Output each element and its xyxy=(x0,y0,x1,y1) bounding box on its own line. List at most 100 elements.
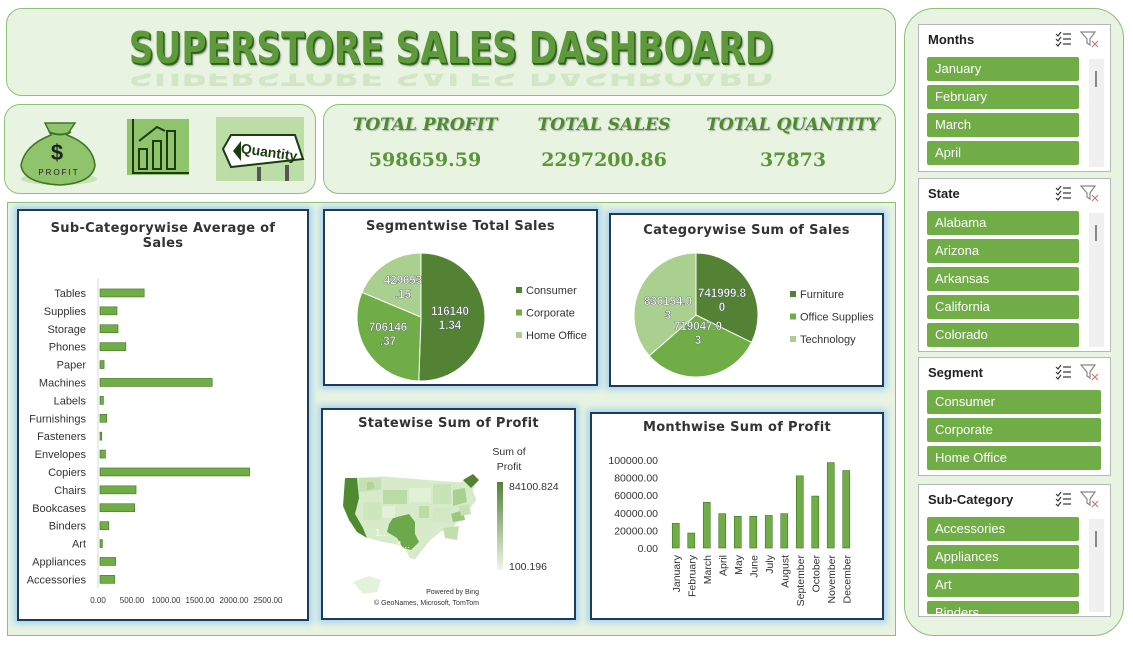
map-credit-bing: Powered by Bing xyxy=(426,589,479,596)
slicer-title: State xyxy=(928,186,960,201)
slicer-item-consumer[interactable]: Consumer xyxy=(927,390,1101,414)
slice-office-supplies xyxy=(648,314,753,378)
category-svg: 741999.80719047.03836154.03FurnitureOffi… xyxy=(633,252,874,378)
multi-select-icon[interactable] xyxy=(1054,491,1072,507)
y-tick-label: 40000.00 xyxy=(614,508,658,520)
dashboard-title: SUPERSTORE SALES DASHBOARD xyxy=(128,23,774,74)
x-tick-label: 2000.00 xyxy=(220,596,249,605)
svg-text:$: $ xyxy=(51,140,63,165)
slicer-item-colorado[interactable]: Colorado xyxy=(927,323,1079,347)
category-label: Furnishings xyxy=(29,413,86,425)
category-pie-chart[interactable]: Categorywise Sum of Sales 741999.8 0 71904… xyxy=(609,213,884,387)
slicer-sub-category[interactable]: Sub-Category Accessories Appliances Art Bind… xyxy=(918,484,1111,617)
bar-appliances xyxy=(99,557,116,566)
scrollbar-thumb[interactable] xyxy=(1095,225,1097,241)
legend-swatch xyxy=(790,313,796,320)
kpi-value: 2297200.86 xyxy=(541,149,667,171)
category-label: Labels xyxy=(54,395,87,407)
month-bar-chart[interactable]: Monthwise Sum of Profit 0.00 20000.00 4000… xyxy=(590,412,884,620)
slicer-months[interactable]: Months January February March April xyxy=(918,24,1111,172)
clear-filter-icon[interactable] xyxy=(1080,184,1100,202)
legend-swatch xyxy=(790,291,796,297)
slicer-item-appliances[interactable]: Appliances xyxy=(927,545,1079,569)
data-label: 3 xyxy=(695,335,701,347)
y-tick-label: 0.00 xyxy=(638,543,659,555)
slicer-item-california[interactable]: California xyxy=(927,295,1079,319)
slicer-item-february[interactable]: February xyxy=(927,85,1079,109)
slicer-scrollbar[interactable] xyxy=(1089,59,1104,167)
category-label: Copiers xyxy=(48,467,86,479)
multi-select-icon[interactable] xyxy=(1054,31,1072,47)
slicer-segment[interactable]: Segment Consumer Corporate Home Office xyxy=(918,357,1111,476)
bar-chart-icon xyxy=(127,119,189,175)
check-mark xyxy=(1055,374,1062,380)
quantity-sign-icon: Quantity xyxy=(216,117,305,181)
slice-furniture xyxy=(695,252,759,344)
chart-title: Categorywise Sum of Sales xyxy=(643,223,850,238)
x-tick-label: 500.00 xyxy=(120,596,145,605)
bar-fasteners xyxy=(99,431,103,441)
slicer-scrollbar[interactable] xyxy=(1089,213,1104,347)
scrollbar-thumb[interactable] xyxy=(1095,71,1097,87)
x-tick-label: 1000.00 xyxy=(152,596,181,605)
slicer-item-arkansas[interactable]: Arkansas xyxy=(927,267,1079,291)
slicer-title: Months xyxy=(928,32,975,47)
slicer-item-accessories[interactable]: Accessories xyxy=(927,517,1079,541)
slicer-item-binders[interactable]: Binders xyxy=(927,601,1079,614)
slicer-state[interactable]: State Alabama Arizona Arkansas California Col… xyxy=(918,178,1111,352)
bar-june xyxy=(749,516,758,549)
bar-july xyxy=(764,515,773,549)
month-label: January xyxy=(671,554,683,592)
category-label: Accessories xyxy=(27,574,87,586)
slicer-item-art[interactable]: Art xyxy=(927,573,1079,597)
multi-select-icon[interactable] xyxy=(1054,364,1072,380)
slice-home-office xyxy=(361,252,422,318)
clear-filter-icon[interactable] xyxy=(1080,363,1100,381)
chart-title: Statewise Sum of Profit xyxy=(358,416,539,431)
chart-title: Segmentwise Total Sales xyxy=(366,219,555,234)
legend-label: Office Supplies xyxy=(800,312,874,324)
chart-title: Monthwise Sum of Profit xyxy=(642,420,832,435)
clear-filter-icon[interactable] xyxy=(1080,490,1100,508)
check-mark xyxy=(1055,491,1062,497)
slicer-panel: Months January February March April State Ala… xyxy=(904,8,1124,636)
data-label: 1.34 xyxy=(439,320,462,332)
clear-filter-icon[interactable] xyxy=(1080,30,1100,48)
slicer-item-april[interactable]: April xyxy=(927,141,1079,165)
state-map-chart[interactable]: Statewise Sum of Profit xyxy=(321,408,576,620)
icons-panel: $ PROFIT Quantity xyxy=(4,104,316,194)
legend-label: Technology xyxy=(800,334,856,346)
category-label: Tables xyxy=(54,288,86,300)
slice-consumer xyxy=(418,252,486,382)
chart-title: Sub-Categorywise Average of Sales xyxy=(50,221,276,251)
check-mark xyxy=(1055,496,1062,502)
check-mark xyxy=(1055,36,1062,42)
check-mark xyxy=(1055,31,1062,37)
multi-select-icon[interactable] xyxy=(1054,185,1072,201)
new-york-region xyxy=(463,474,479,488)
bar-copiers xyxy=(99,467,250,477)
check-mark xyxy=(1055,501,1062,507)
check-mark xyxy=(1055,369,1062,375)
slicer-item-home-office[interactable]: Home Office xyxy=(927,446,1101,470)
bar-april xyxy=(718,513,727,549)
bar-january xyxy=(671,523,680,549)
slicer-item-arizona[interactable]: Arizona xyxy=(927,239,1079,263)
category-label: Appliances xyxy=(32,556,86,568)
subcategory-chart[interactable]: Sub-Categorywise Average of Sales Tables… xyxy=(17,209,309,621)
slicer-scrollbar[interactable] xyxy=(1089,519,1104,612)
slicer-header: Segment xyxy=(919,358,1110,386)
slicer-item-alabama[interactable]: Alabama xyxy=(927,211,1079,235)
bar-furnishings xyxy=(99,413,108,423)
slicer-item-january[interactable]: January xyxy=(927,57,1079,81)
scrollbar-thumb[interactable] xyxy=(1095,531,1097,547)
icons-svg: $ PROFIT Quantity xyxy=(20,117,305,186)
data-label: 0 xyxy=(719,302,725,314)
funnel xyxy=(1080,185,1097,201)
segment-pie-chart[interactable]: Segmentwise Total Sales 116140 1.34 706146… xyxy=(323,209,598,386)
slicer-item-march[interactable]: March xyxy=(927,113,1079,137)
bar-september xyxy=(795,475,804,549)
category-label: Supplies xyxy=(44,306,87,318)
slicer-item-corporate[interactable]: Corporate xyxy=(927,418,1101,442)
data-label: .37 xyxy=(380,336,396,348)
